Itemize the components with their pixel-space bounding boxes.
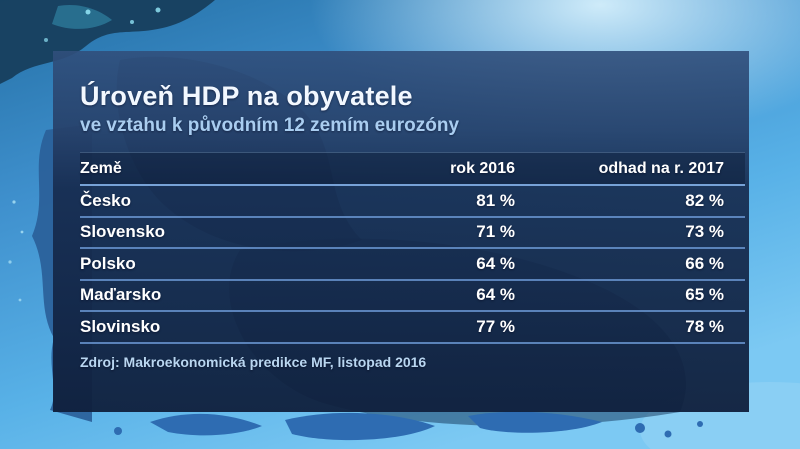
value-2017-cell: 82 % (685, 190, 724, 210)
country-cell: Polsko (80, 253, 136, 273)
info-panel: Úroveň HDP na obyvatele ve vztahu k půvo… (53, 51, 749, 412)
table-row: Česko 81 % 82 % (80, 186, 745, 218)
table-row: Slovinsko 77 % 78 % (80, 312, 745, 344)
value-2016-cell: 64 % (476, 253, 515, 273)
country-cell: Maďarsko (80, 285, 162, 305)
value-2016-cell: 64 % (476, 285, 515, 305)
column-header-country: Země (80, 159, 122, 177)
column-header-2016: rok 2016 (450, 159, 515, 177)
value-2017-cell: 73 % (685, 222, 724, 242)
country-cell: Česko (80, 190, 132, 210)
country-cell: Slovinsko (80, 316, 161, 336)
value-2016-cell: 77 % (476, 316, 515, 336)
value-2017-cell: 78 % (685, 316, 724, 336)
source-note: Zdroj: Makroekonomická predikce MF, list… (80, 354, 427, 370)
value-2016-cell: 81 % (476, 190, 515, 210)
table-header-row: Země rok 2016 odhad na r. 2017 (80, 152, 745, 186)
value-2017-cell: 65 % (685, 285, 724, 305)
gdp-table: Země rok 2016 odhad na r. 2017 Česko 81 … (80, 152, 745, 344)
column-header-2017: odhad na r. 2017 (598, 159, 724, 177)
value-2016-cell: 71 % (476, 222, 515, 242)
country-cell: Slovensko (80, 222, 166, 242)
table-row: Slovensko 71 % 73 % (80, 218, 745, 249)
panel-subtitle: ve vztahu k původním 12 zemím eurozóny (80, 115, 460, 136)
table-row: Maďarsko 64 % 65 % (80, 281, 745, 312)
panel-title: Úroveň HDP na obyvatele (80, 81, 413, 111)
table-row: Polsko 64 % 66 % (80, 249, 745, 281)
value-2017-cell: 66 % (685, 253, 724, 273)
